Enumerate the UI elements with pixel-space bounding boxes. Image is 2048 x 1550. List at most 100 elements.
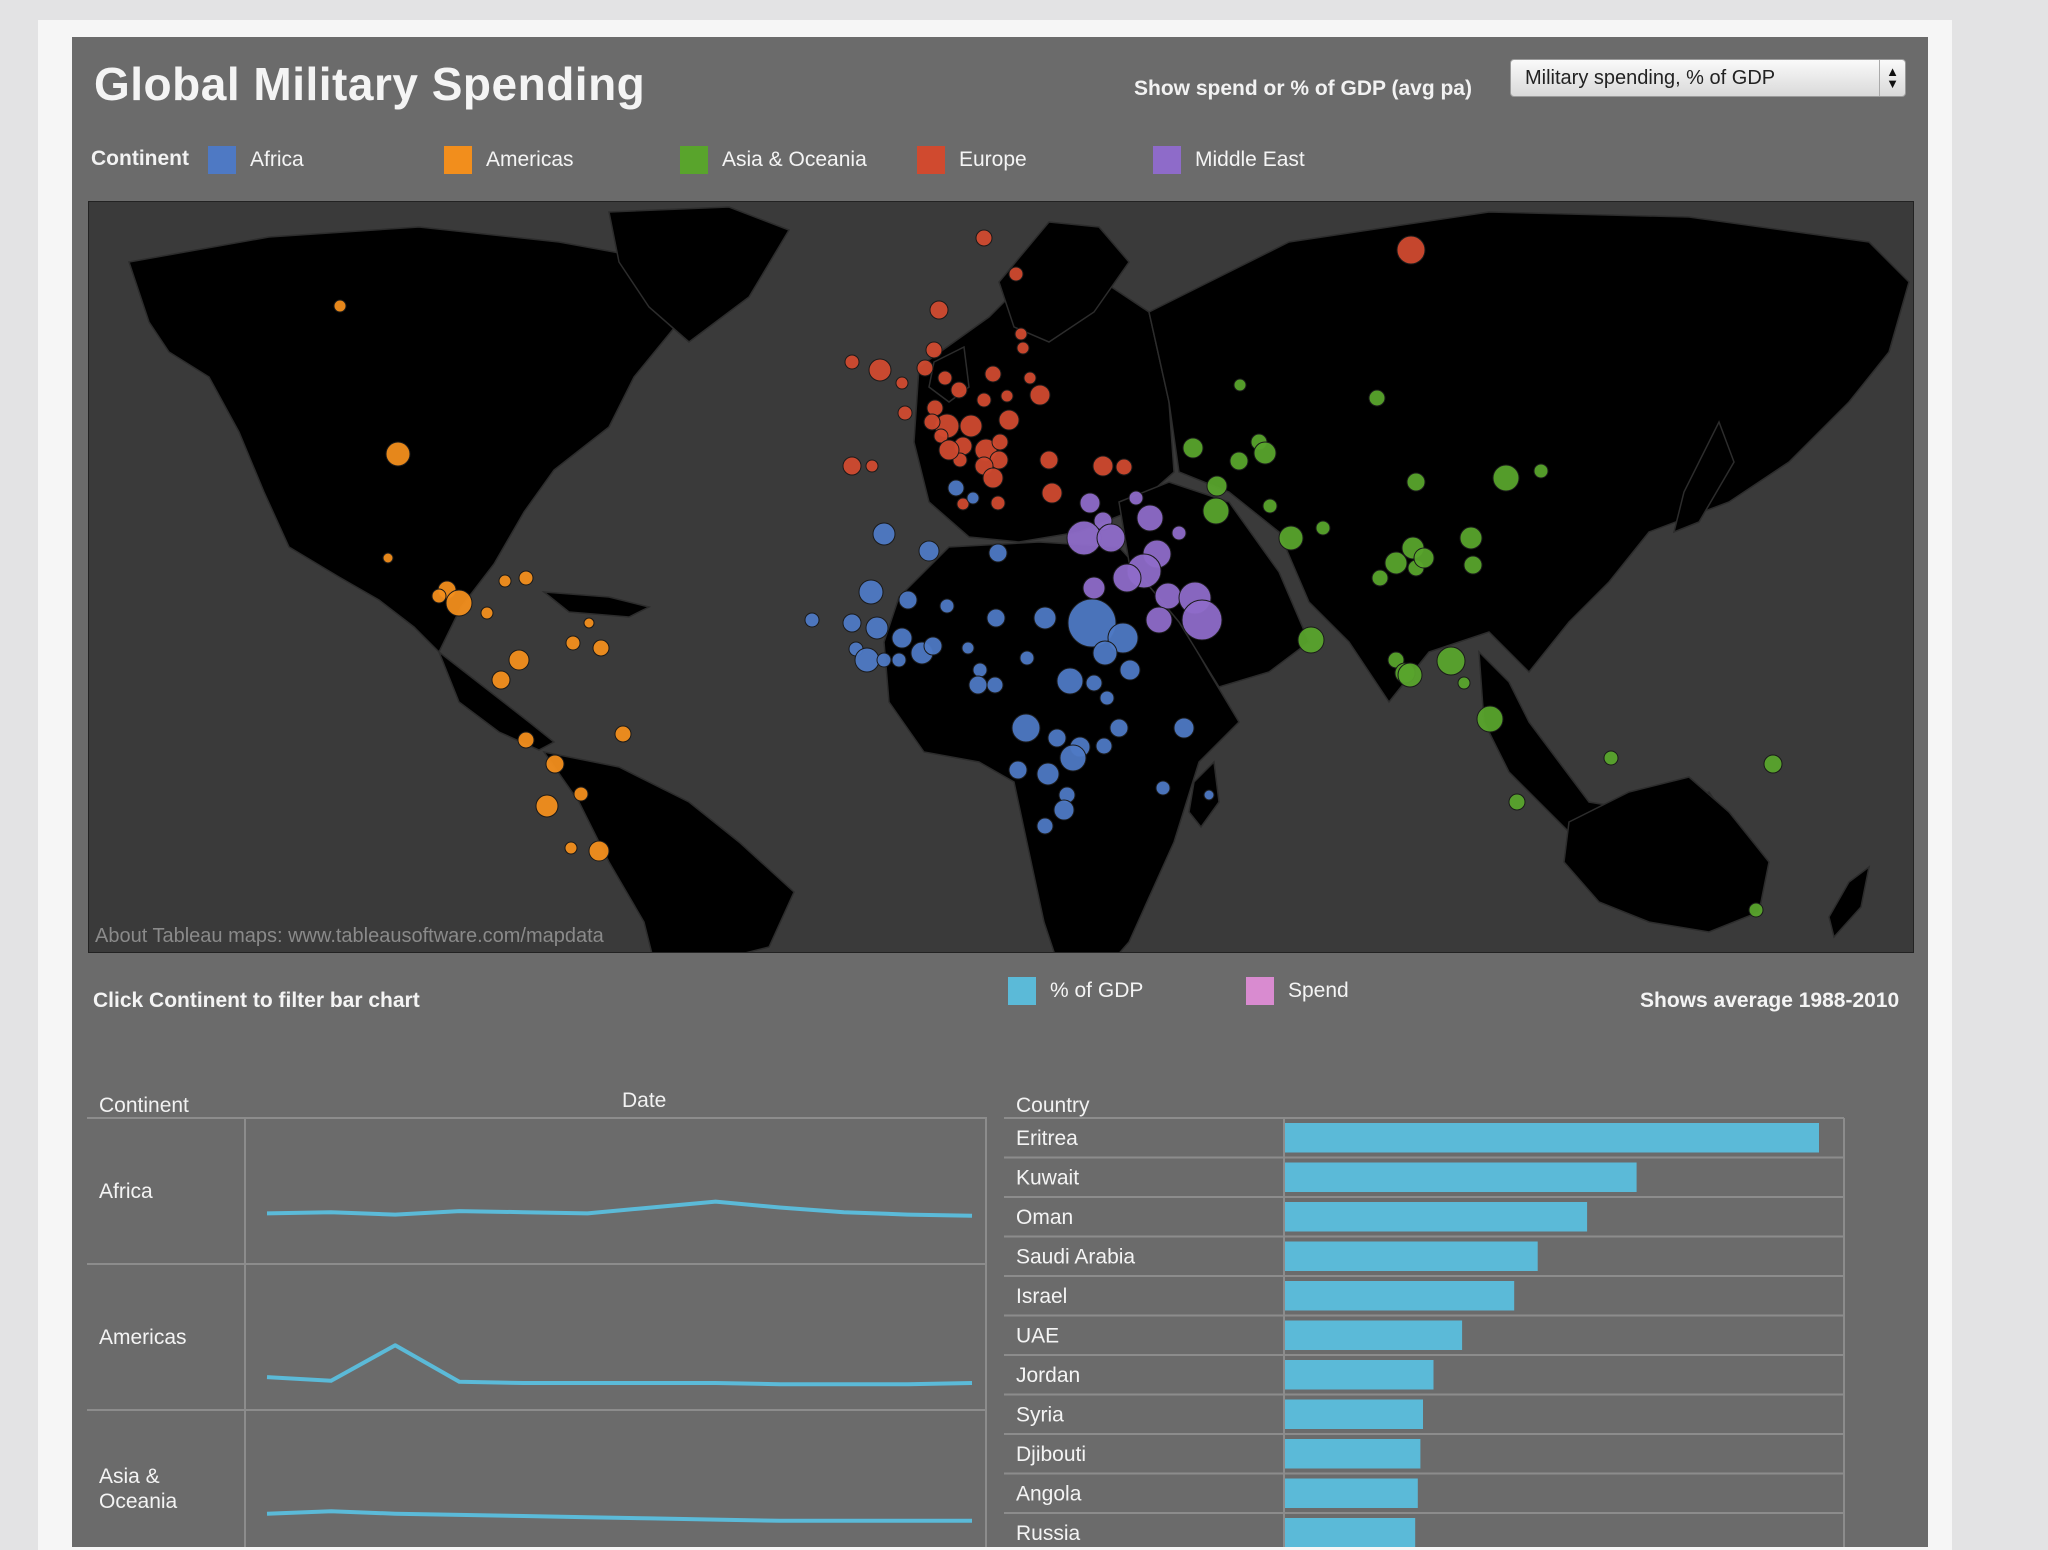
country-marker-asia-and-oceania[interactable]	[1278, 525, 1304, 551]
country-marker-africa[interactable]	[1019, 650, 1035, 666]
measure-dropdown[interactable]: Military spending, % of GDP ▲ ▼	[1510, 59, 1906, 97]
country-marker-asia-and-oceania[interactable]	[1371, 569, 1389, 587]
country-marker-asia-and-oceania[interactable]	[1476, 705, 1504, 733]
country-marker-africa[interactable]	[1092, 640, 1118, 666]
country-marker-middle-east[interactable]	[1079, 492, 1101, 514]
country-marker-americas[interactable]	[431, 588, 447, 604]
country-marker-africa[interactable]	[1099, 690, 1115, 706]
country-marker-europe[interactable]	[925, 341, 943, 359]
bar-angola[interactable]	[1285, 1478, 1418, 1509]
country-marker-europe[interactable]	[897, 405, 913, 421]
row-label-africa[interactable]: Africa	[99, 1180, 153, 1203]
row-label-asia-and-oceania[interactable]: Asia & Oceania	[99, 1465, 178, 1513]
country-marker-asia-and-oceania[interactable]	[1253, 441, 1277, 465]
country-marker-africa[interactable]	[939, 598, 955, 614]
country-marker-americas[interactable]	[385, 441, 411, 467]
legend-item-europe[interactable]: Europe	[917, 145, 1027, 175]
country-marker-asia-and-oceania[interactable]	[1233, 378, 1247, 392]
country-marker-americas[interactable]	[518, 570, 534, 586]
country-marker-asia-and-oceania[interactable]	[1368, 389, 1386, 407]
measure-legend-of-gdp[interactable]: % of GDP	[1008, 975, 1143, 1007]
legend-item-middle-east[interactable]: Middle East	[1153, 145, 1305, 175]
country-marker-middle-east[interactable]	[1066, 520, 1102, 556]
country-marker-middle-east[interactable]	[1096, 523, 1126, 553]
country-marker-americas[interactable]	[333, 299, 347, 313]
country-marker-africa[interactable]	[1095, 737, 1113, 755]
country-marker-africa[interactable]	[865, 616, 889, 640]
bar-label-angola[interactable]: Angola	[1016, 1483, 1082, 1506]
country-marker-africa[interactable]	[1085, 674, 1103, 692]
country-marker-africa[interactable]	[1203, 789, 1215, 801]
country-marker-americas[interactable]	[517, 731, 535, 749]
country-marker-asia-and-oceania[interactable]	[1748, 902, 1764, 918]
country-marker-europe[interactable]	[950, 381, 968, 399]
country-marker-americas[interactable]	[445, 589, 473, 617]
country-marker-africa[interactable]	[1053, 799, 1075, 821]
country-marker-africa[interactable]	[988, 543, 1008, 563]
country-marker-middle-east[interactable]	[1128, 490, 1144, 506]
country-marker-middle-east[interactable]	[1181, 599, 1223, 641]
country-marker-asia-and-oceania[interactable]	[1508, 793, 1526, 811]
country-marker-europe[interactable]	[1029, 384, 1051, 406]
country-marker-africa[interactable]	[1173, 717, 1195, 739]
country-marker-europe[interactable]	[895, 376, 909, 390]
country-marker-americas[interactable]	[592, 639, 610, 657]
country-marker-asia-and-oceania[interactable]	[1397, 662, 1423, 688]
country-marker-americas[interactable]	[545, 754, 565, 774]
country-marker-europe[interactable]	[991, 433, 1009, 451]
country-marker-europe[interactable]	[1008, 266, 1024, 282]
bar-djibouti[interactable]	[1285, 1439, 1421, 1469]
bar-label-syria[interactable]: Syria	[1016, 1404, 1064, 1427]
country-marker-americas[interactable]	[583, 617, 595, 629]
bar-kuwait[interactable]	[1285, 1162, 1637, 1193]
country-marker-asia-and-oceania[interactable]	[1202, 497, 1230, 525]
country-marker-europe[interactable]	[929, 300, 949, 320]
trend-line-africa[interactable]	[266, 1199, 973, 1218]
country-marker-africa[interactable]	[891, 627, 913, 649]
country-marker-europe[interactable]	[923, 413, 941, 431]
country-marker-asia-and-oceania[interactable]	[1406, 472, 1426, 492]
country-marker-africa[interactable]	[986, 608, 1006, 628]
legend-item-africa[interactable]: Africa	[208, 145, 304, 175]
legend-item-americas[interactable]: Americas	[444, 145, 574, 175]
country-marker-europe[interactable]	[1092, 455, 1114, 477]
country-marker-asia-and-oceania[interactable]	[1603, 750, 1619, 766]
world-map[interactable]: About Tableau maps: www.tableausoftware.…	[88, 201, 1914, 953]
country-marker-americas[interactable]	[573, 786, 589, 802]
country-bar-chart[interactable]: Country Eritrea Kuwait Oman Saudi Arabia Isra…	[1004, 1042, 1884, 1547]
country-marker-africa[interactable]	[961, 641, 975, 655]
country-marker-asia-and-oceania[interactable]	[1413, 547, 1435, 569]
bar-uae[interactable]	[1285, 1320, 1463, 1351]
country-marker-europe[interactable]	[868, 358, 892, 382]
bar-label-jordan[interactable]: Jordan	[1016, 1364, 1080, 1387]
country-marker-africa[interactable]	[891, 652, 907, 668]
continent-trend-chart[interactable]: Continent Date Africa Americas Asia & Oceania	[87, 1042, 987, 1547]
country-marker-africa[interactable]	[1036, 762, 1060, 786]
country-marker-europe[interactable]	[1039, 450, 1059, 470]
country-marker-europe[interactable]	[998, 409, 1020, 431]
bar-oman[interactable]	[1285, 1202, 1588, 1232]
country-marker-asia-and-oceania[interactable]	[1384, 551, 1408, 575]
country-marker-africa[interactable]	[858, 579, 884, 605]
country-marker-americas[interactable]	[491, 670, 511, 690]
country-marker-africa[interactable]	[1033, 606, 1057, 630]
country-marker-europe[interactable]	[1014, 327, 1028, 341]
country-marker-europe[interactable]	[938, 439, 960, 461]
country-marker-middle-east[interactable]	[1145, 606, 1173, 634]
country-marker-europe[interactable]	[842, 456, 862, 476]
country-marker-europe[interactable]	[1396, 235, 1426, 265]
country-marker-europe[interactable]	[926, 399, 944, 417]
country-marker-africa[interactable]	[854, 647, 880, 673]
bar-russia[interactable]	[1285, 1518, 1416, 1547]
country-marker-europe[interactable]	[865, 459, 879, 473]
country-marker-asia-and-oceania[interactable]	[1315, 520, 1331, 536]
country-marker-africa[interactable]	[947, 479, 965, 497]
country-marker-americas[interactable]	[564, 841, 578, 855]
country-marker-asia-and-oceania[interactable]	[1763, 754, 1783, 774]
country-marker-europe[interactable]	[933, 428, 949, 444]
country-marker-asia-and-oceania[interactable]	[1533, 463, 1549, 479]
country-marker-americas[interactable]	[498, 574, 512, 588]
bar-syria[interactable]	[1285, 1399, 1423, 1430]
bar-label-saudi-arabia[interactable]: Saudi Arabia	[1016, 1246, 1135, 1269]
country-marker-middle-east[interactable]	[1082, 576, 1106, 600]
